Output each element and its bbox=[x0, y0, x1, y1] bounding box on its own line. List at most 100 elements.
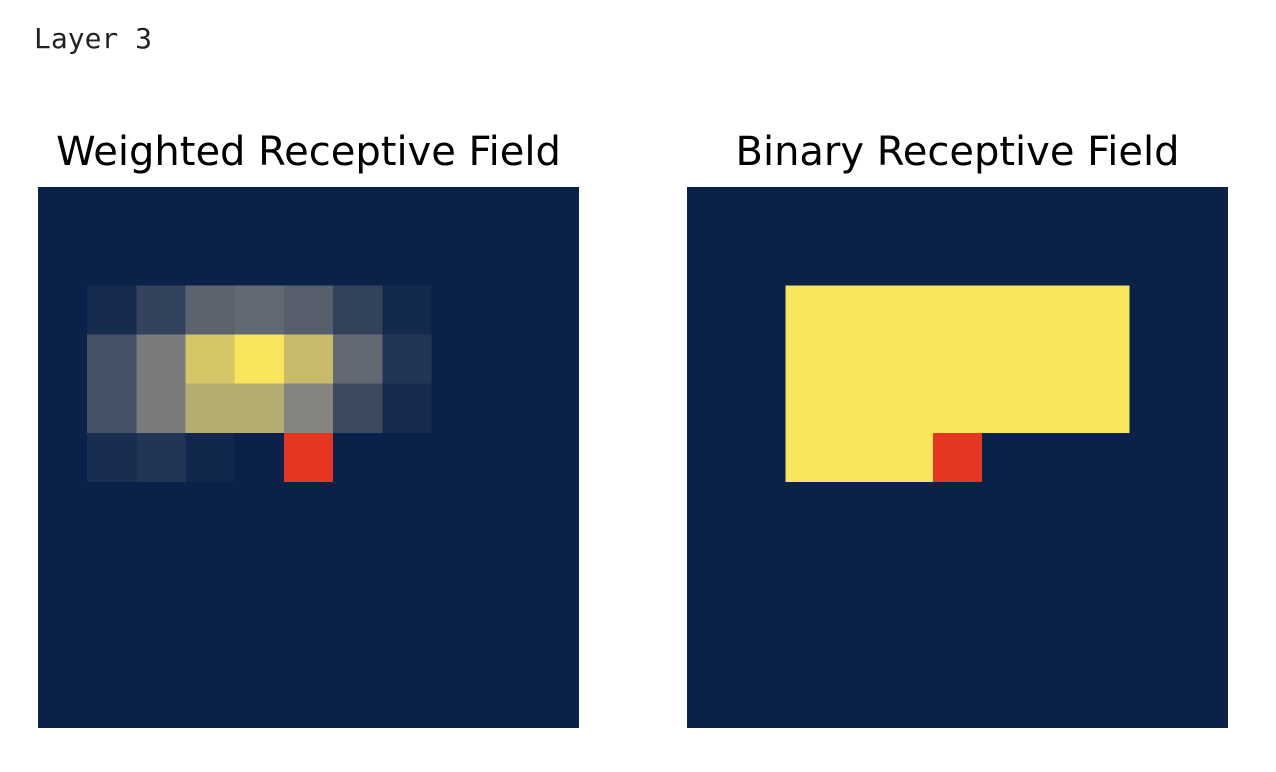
heatmap-cell bbox=[87, 334, 137, 385]
heatmap-cell bbox=[736, 236, 786, 286]
heatmap-cell bbox=[431, 187, 482, 237]
heatmap-cell bbox=[333, 678, 383, 728]
heatmap-cell bbox=[687, 482, 737, 532]
heatmap-cell bbox=[883, 187, 934, 237]
heatmap-cell bbox=[1129, 580, 1180, 631]
heatmap-cell bbox=[87, 678, 137, 728]
heatmap-cell bbox=[38, 432, 88, 483]
heatmap-cell bbox=[382, 236, 433, 286]
heatmap-cell bbox=[883, 383, 934, 434]
heatmap-cell bbox=[982, 629, 1032, 680]
heatmap-cell bbox=[283, 285, 334, 336]
heatmap-cell bbox=[136, 432, 187, 483]
heatmap-cell bbox=[87, 285, 137, 336]
heatmap-cell bbox=[136, 629, 187, 680]
weighted-receptive-field-heatmap bbox=[38, 187, 579, 728]
heatmap-cell bbox=[185, 482, 236, 532]
heatmap-cell bbox=[529, 236, 579, 286]
heatmap-cell bbox=[1080, 580, 1131, 631]
heatmap-cell bbox=[932, 482, 983, 532]
heatmap-cell bbox=[480, 482, 531, 532]
heatmap-cell bbox=[333, 187, 383, 237]
heatmap-cell bbox=[234, 580, 285, 631]
heatmap-cell bbox=[38, 629, 88, 680]
heatmap-cell bbox=[283, 334, 334, 385]
heatmap-cell bbox=[136, 482, 187, 532]
binary-chart-title: Binary Receptive Field bbox=[735, 129, 1180, 175]
heatmap-cell bbox=[687, 678, 737, 728]
heatmap-cell bbox=[283, 383, 334, 434]
heatmap-cell bbox=[1178, 334, 1228, 385]
heatmap-cell bbox=[431, 629, 482, 680]
heatmap-cell bbox=[234, 285, 285, 336]
heatmap-cell bbox=[87, 629, 137, 680]
heatmap-cell bbox=[333, 580, 383, 631]
heatmap-cell bbox=[1178, 580, 1228, 631]
heatmap-cell bbox=[785, 236, 836, 286]
heatmap-cell bbox=[431, 334, 482, 385]
heatmap-cell bbox=[185, 432, 236, 483]
heatmap-cell bbox=[136, 187, 187, 237]
heatmap-cell bbox=[785, 678, 836, 728]
heatmap-cell bbox=[1129, 482, 1180, 532]
heatmap-cell bbox=[932, 285, 983, 336]
heatmap-cell bbox=[883, 629, 934, 680]
heatmap-cell bbox=[382, 482, 433, 532]
heatmap-cell bbox=[736, 187, 786, 237]
heatmap-cell bbox=[38, 187, 88, 237]
heatmap-cell bbox=[431, 432, 482, 483]
heatmap-cell bbox=[431, 580, 482, 631]
heatmap-cell bbox=[1129, 531, 1180, 582]
heatmap-cell bbox=[480, 334, 531, 385]
binary-receptive-field-heatmap bbox=[687, 187, 1228, 728]
heatmap-cell bbox=[1178, 187, 1228, 237]
heatmap-cell bbox=[234, 236, 285, 286]
heatmap-cell bbox=[333, 383, 383, 434]
heatmap-cell bbox=[1178, 383, 1228, 434]
heatmap-cell bbox=[834, 580, 885, 631]
heatmap-cell bbox=[382, 285, 433, 336]
heatmap-cell bbox=[1031, 482, 1082, 532]
heatmap-cell bbox=[234, 383, 285, 434]
heatmap-cell bbox=[1080, 432, 1131, 483]
heatmap-cell bbox=[529, 531, 579, 582]
heatmap-cell bbox=[834, 187, 885, 237]
heatmap-cell bbox=[834, 383, 885, 434]
heatmap-cell bbox=[687, 629, 737, 680]
heatmap-cell bbox=[1031, 383, 1082, 434]
heatmap-cell bbox=[1178, 629, 1228, 680]
heatmap-cell bbox=[883, 531, 934, 582]
heatmap-cell bbox=[687, 285, 737, 336]
heatmap-cell bbox=[883, 334, 934, 385]
heatmap-cell bbox=[1178, 531, 1228, 582]
heatmap-cell bbox=[982, 678, 1032, 728]
heatmap-cell bbox=[87, 482, 137, 532]
heatmap-cell bbox=[883, 482, 934, 532]
heatmap-cell bbox=[529, 383, 579, 434]
heatmap-cell bbox=[785, 187, 836, 237]
heatmap-cell bbox=[382, 678, 433, 728]
heatmap-cell bbox=[1031, 236, 1082, 286]
heatmap-cell bbox=[529, 432, 579, 483]
heatmap-cell bbox=[1080, 629, 1131, 680]
heatmap-cell bbox=[785, 383, 836, 434]
heatmap-cell bbox=[283, 531, 334, 582]
heatmap-cell bbox=[982, 236, 1032, 286]
heatmap-cell bbox=[834, 432, 885, 483]
heatmap-cell bbox=[431, 383, 482, 434]
heatmap-cell bbox=[932, 629, 983, 680]
layer-label: Layer 3 bbox=[34, 22, 153, 55]
heatmap-cell bbox=[736, 285, 786, 336]
heatmap-cell bbox=[1031, 187, 1082, 237]
heatmap-cell bbox=[1178, 285, 1228, 336]
heatmap-cell bbox=[736, 580, 786, 631]
heatmap-cell bbox=[136, 678, 187, 728]
heatmap-cell bbox=[431, 236, 482, 286]
heatmap-cell bbox=[136, 531, 187, 582]
heatmap-cell bbox=[38, 482, 88, 532]
heatmap-cell bbox=[1129, 285, 1180, 336]
heatmap-cell bbox=[1178, 432, 1228, 483]
heatmap-cell bbox=[1080, 678, 1131, 728]
heatmap-cell bbox=[883, 580, 934, 631]
heatmap-cell bbox=[736, 629, 786, 680]
